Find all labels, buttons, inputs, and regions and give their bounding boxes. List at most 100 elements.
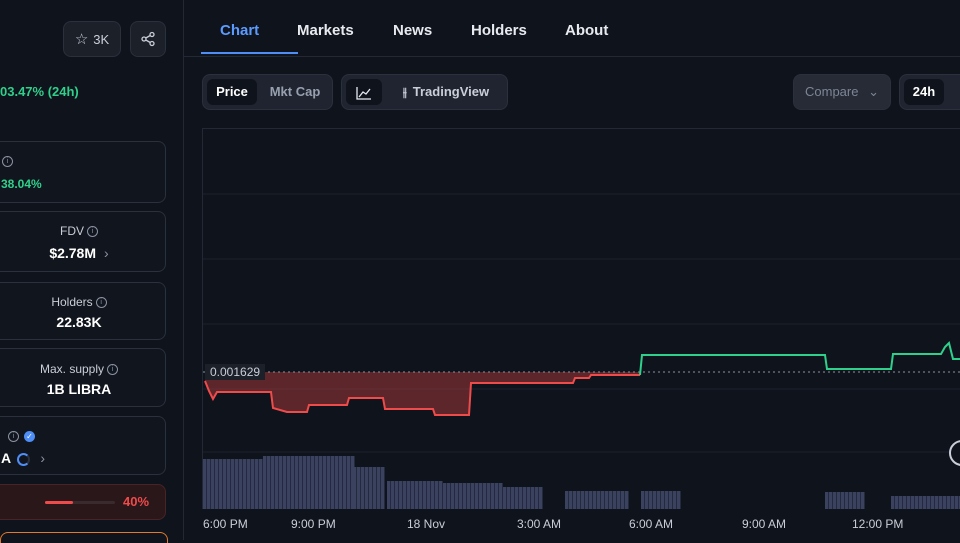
info-icon: i [2, 156, 13, 167]
favorite-count: 3K [93, 31, 110, 47]
volume-bar [243, 459, 247, 509]
volume-bar [577, 491, 581, 509]
volume-bar [857, 492, 861, 509]
price-line-down [204, 374, 640, 416]
stat-card-max-supply: Max. supply i 1B LIBRA [0, 348, 166, 407]
volume-bar [427, 481, 431, 509]
volume-bar [511, 487, 515, 509]
token-info-panel: ☆ 3K 03.47% (24h) i 38.04% FDV i $2.78M › … [0, 0, 184, 543]
tradingview-label: TradingView [412, 84, 490, 99]
volume-bar [911, 496, 915, 509]
volume-bar [335, 456, 339, 509]
volume-bar [939, 496, 943, 509]
holders-value: 22.83K [56, 314, 102, 330]
volume-bar [407, 481, 411, 509]
volume-bar [279, 456, 283, 509]
volume-bar [649, 491, 653, 509]
stat-change-value: 38.04% [1, 177, 42, 191]
volume-bar [849, 492, 853, 509]
volume-bar [351, 456, 355, 509]
volume-bar [251, 459, 255, 509]
volume-bar [271, 456, 275, 509]
x-tick-label: 18 Nov [407, 517, 446, 531]
tab-markets[interactable]: Markets [297, 22, 354, 39]
volume-bar [291, 456, 295, 509]
volume-bar [357, 467, 361, 509]
volume-bar [303, 456, 307, 509]
volume-bar [641, 491, 645, 509]
volume-bar [951, 496, 955, 509]
volume-bar [431, 481, 435, 509]
tab-about[interactable]: About [565, 22, 609, 39]
volume-bar [625, 491, 629, 509]
volume-bar [299, 456, 303, 509]
volume-bar [621, 491, 625, 509]
fdv-value: $2.78M [49, 245, 97, 261]
share-button[interactable] [130, 21, 166, 57]
volume-bar [923, 496, 927, 509]
volume-bar [399, 481, 403, 509]
volume-bar [203, 459, 207, 509]
volume-bar [365, 467, 369, 509]
x-tick-label: 6:00 PM [203, 517, 248, 531]
x-tick-label: 12:00 PM [852, 517, 904, 531]
stat-card-fdv[interactable]: FDV i $2.78M › [0, 211, 166, 272]
info-icon: i [87, 226, 98, 238]
chevron-right-icon: › [40, 450, 46, 466]
volume-bar [535, 487, 539, 509]
volume-bar [927, 496, 931, 509]
volume-bar [845, 492, 849, 509]
verified-icon: ✓ [24, 431, 35, 442]
volume-bar [487, 483, 491, 509]
volume-bar [255, 459, 259, 509]
volume-bar [283, 456, 287, 509]
info-icon: i [8, 431, 19, 442]
volume-bar [239, 459, 243, 509]
volume-bar [617, 491, 621, 509]
volume-bar [275, 456, 279, 509]
volume-bar [955, 496, 959, 509]
volume-bar [645, 491, 649, 509]
volume-bar [653, 491, 657, 509]
volume-bar [353, 467, 357, 509]
volume-bar [841, 492, 845, 509]
favorite-button[interactable]: ☆ 3K [63, 21, 121, 57]
chevron-down-icon: ⌄ [868, 84, 879, 99]
volume-bar [515, 487, 519, 509]
volume-bar [361, 467, 365, 509]
tradingview-button[interactable]: ⫲ TradingView [390, 79, 502, 105]
volume-bar [307, 456, 311, 509]
tab-chart[interactable]: Chart [220, 22, 260, 39]
range-24h-button[interactable]: 24h [904, 79, 944, 105]
volume-bar [573, 491, 577, 509]
max-supply-label: Max. supply [39, 362, 105, 376]
line-chart-button[interactable] [346, 79, 382, 105]
volume-bar [373, 467, 377, 509]
tab-holders[interactable]: Holders [471, 22, 527, 39]
stat-card-token[interactable]: i ✓ A › [0, 416, 166, 475]
volume-bar [231, 459, 235, 509]
compare-dropdown[interactable]: Compare ⌄ [793, 74, 891, 110]
tab-news[interactable]: News [393, 22, 433, 39]
mktcap-toggle[interactable]: Mkt Cap [269, 84, 321, 99]
volume-bar [491, 483, 495, 509]
volume-bar [903, 496, 907, 509]
volume-bar [495, 483, 499, 509]
volume-bar [215, 459, 219, 509]
volume-bar [947, 496, 951, 509]
volume-bar [943, 496, 947, 509]
volume-bar [581, 491, 585, 509]
volume-bar [207, 459, 211, 509]
volume-bar [267, 456, 271, 509]
info-icon: i [107, 364, 119, 376]
volume-bar [661, 491, 665, 509]
tab-bar: Chart Markets News Holders About [200, 22, 960, 56]
chart-type-toggle: ⫲ TradingView [341, 74, 508, 110]
price-chart[interactable]: 0.001629 [202, 128, 960, 509]
volume-bar [475, 483, 479, 509]
volume-bar [565, 491, 569, 509]
volume-bar [339, 456, 343, 509]
chevron-right-icon: › [104, 245, 109, 261]
price-toggle[interactable]: Price [207, 79, 257, 105]
volume-bar [295, 456, 299, 509]
